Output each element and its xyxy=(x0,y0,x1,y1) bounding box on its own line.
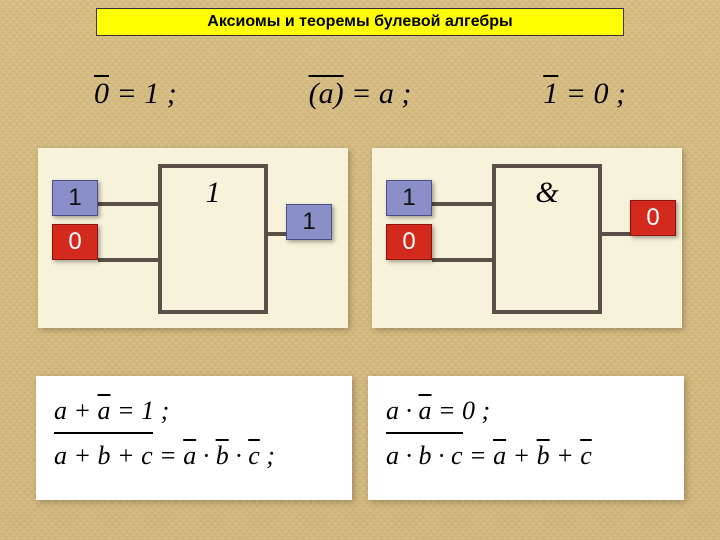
and-gate-body: & xyxy=(492,164,602,314)
formula-box-left: a + a = 1 ; a + b + c = a · b · c ; xyxy=(36,376,352,500)
and-input-top-tag: 1 xyxy=(386,180,432,216)
or-input-top-value: 1 xyxy=(68,184,81,212)
and-gate-symbol: & xyxy=(496,176,598,210)
or-gate-body: 1 xyxy=(158,164,268,314)
and-input-top-value: 1 xyxy=(402,184,415,212)
or-wire-in-top xyxy=(98,202,158,206)
and-output-tag: 0 xyxy=(630,200,676,236)
title-bar: Аксиомы и теоремы булевой алгебры xyxy=(96,8,624,36)
title-text: Аксиомы и теоремы булевой алгебры xyxy=(207,13,512,31)
or-gate-symbol: 1 xyxy=(162,176,264,210)
identity-double-negation: (a) = a ; xyxy=(309,77,412,111)
formula-box-right: a · a = 0 ; a · b · c = a + b + c xyxy=(368,376,684,500)
or-output-value: 1 xyxy=(302,208,315,236)
formula-row: a + a = 1 ; a + b + c = a · b · c ; a · … xyxy=(28,368,692,508)
or-wire-in-bot xyxy=(98,258,158,262)
and-wire-in-bot xyxy=(432,258,492,262)
or-output-tag: 1 xyxy=(286,204,332,240)
identity-not-zero: 0 = 1 ; xyxy=(94,77,177,111)
or-input-bot-value: 0 xyxy=(68,228,81,256)
and-wire-in-top xyxy=(432,202,492,206)
and-input-bot-value: 0 xyxy=(402,228,415,256)
identity-not-one: 1 = 0 ; xyxy=(543,77,626,111)
or-input-bot-tag: 0 xyxy=(52,224,98,260)
formula-and-complement: a · a = 0 ; xyxy=(386,390,666,432)
formula-or-complement: a + a = 1 ; xyxy=(54,390,334,432)
formula-demorgan-and: a · b · c = a + b + c xyxy=(386,432,666,477)
or-input-top-tag: 1 xyxy=(52,180,98,216)
formula-demorgan-or: a + b + c = a · b · c ; xyxy=(54,432,334,477)
and-input-bot-tag: 0 xyxy=(386,224,432,260)
identities-row: 0 = 1 ; (a) = a ; 1 = 0 ; xyxy=(28,56,692,132)
and-output-value: 0 xyxy=(646,204,659,232)
